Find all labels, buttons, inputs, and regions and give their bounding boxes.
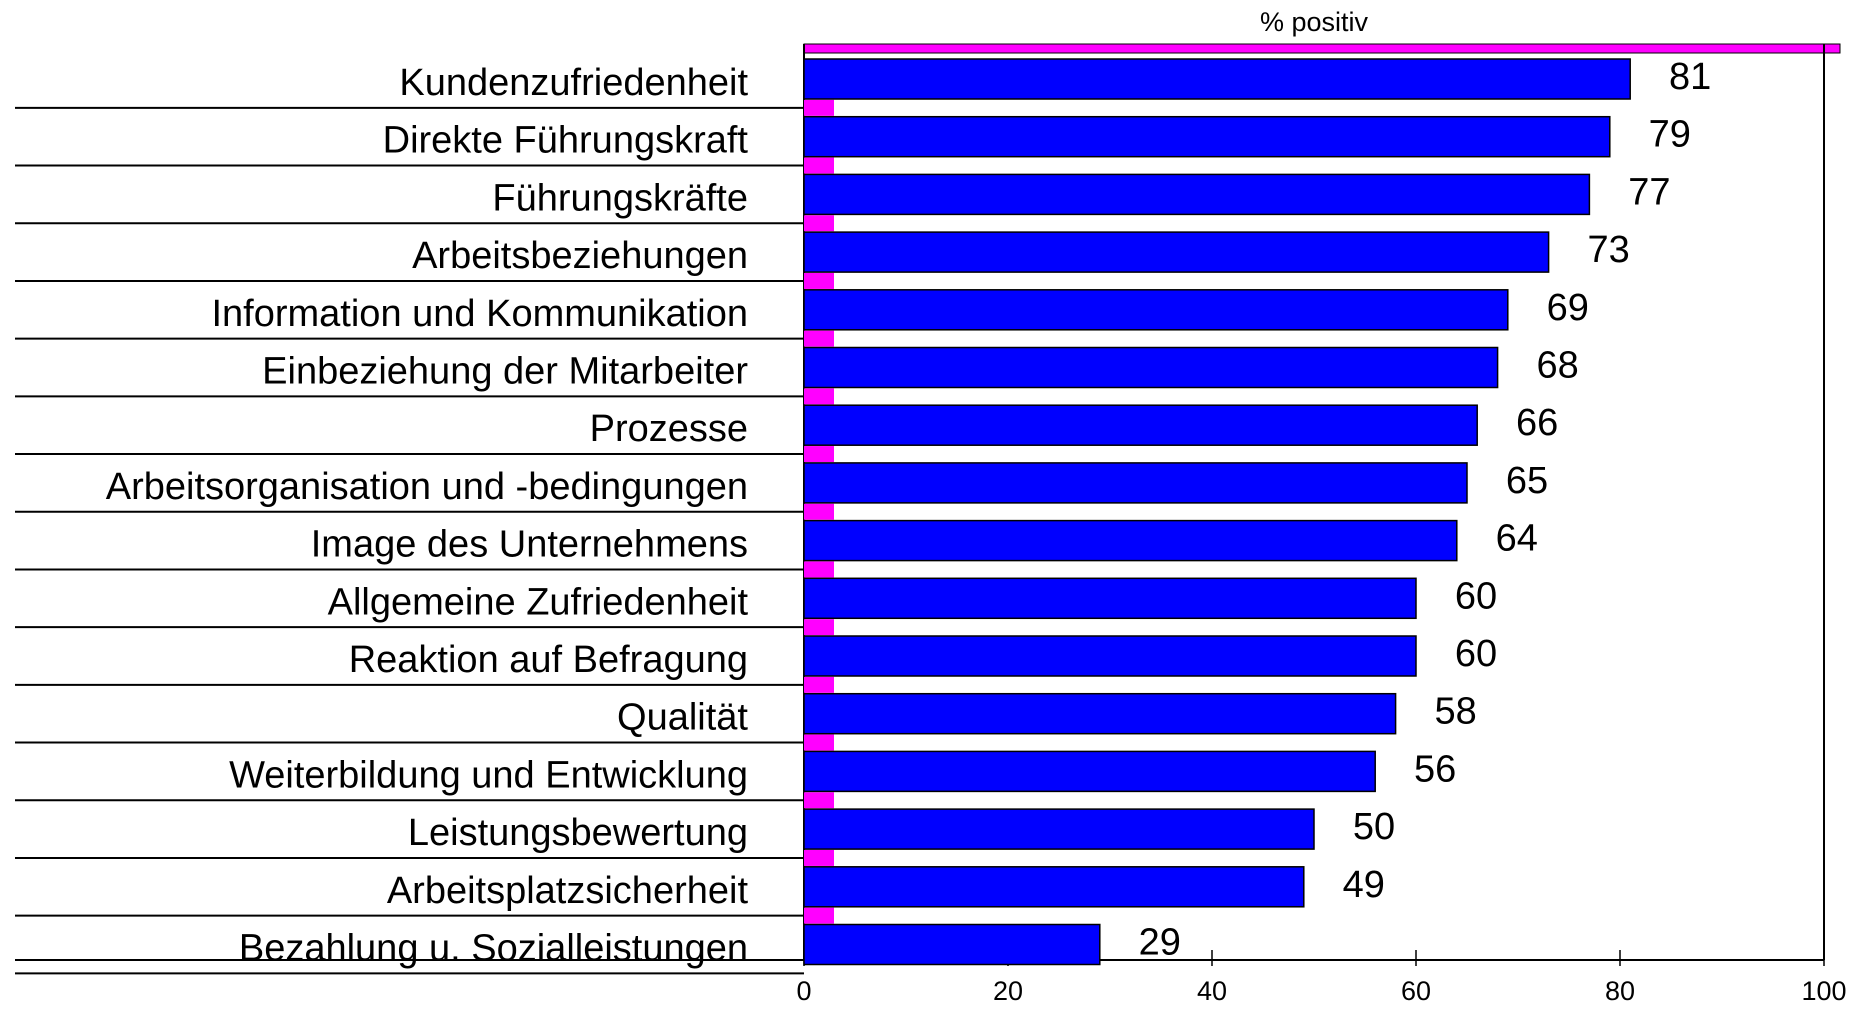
accent-tab xyxy=(804,99,834,116)
value-label: 56 xyxy=(1414,748,1456,790)
bar xyxy=(803,635,1417,677)
category-label: Bezahlung u. Sozialleistungen xyxy=(239,928,748,970)
category-label: Qualität xyxy=(617,697,748,739)
category-label: Direkte Führungskraft xyxy=(383,120,749,162)
accent-tab xyxy=(804,446,834,463)
value-label: 73 xyxy=(1587,229,1629,271)
value-label: 77 xyxy=(1628,171,1670,213)
x-tick-label: 60 xyxy=(1401,976,1431,1006)
bar xyxy=(803,231,1550,273)
category-label: Arbeitsplatzsicherheit xyxy=(387,870,749,912)
axis-title: % positiv xyxy=(1260,7,1369,37)
bar xyxy=(803,115,1611,158)
x-tick-label: 40 xyxy=(1197,976,1227,1006)
accent-tab xyxy=(804,157,834,174)
category-label: Allgemeine Zufriedenheit xyxy=(328,581,749,623)
x-tick-label: 0 xyxy=(796,976,811,1006)
x-tick-label: 100 xyxy=(1801,976,1846,1006)
value-label: 81 xyxy=(1669,56,1711,98)
value-label: 60 xyxy=(1455,633,1497,675)
category-label: Reaktion auf Befragung xyxy=(349,639,748,681)
accent-tab xyxy=(804,272,834,289)
value-label: 58 xyxy=(1434,691,1476,733)
category-label: Prozesse xyxy=(590,408,748,450)
value-label: 79 xyxy=(1649,114,1691,156)
bar xyxy=(803,866,1305,908)
value-label: 60 xyxy=(1455,575,1497,617)
top-bar xyxy=(803,43,1841,54)
accent-tab xyxy=(804,907,834,924)
bar xyxy=(803,289,1509,331)
category-label: Arbeitsbeziehungen xyxy=(412,235,748,277)
value-label: 65 xyxy=(1506,460,1548,502)
bar xyxy=(803,750,1376,793)
value-label: 69 xyxy=(1547,287,1589,329)
bar xyxy=(803,404,1478,446)
value-label: 50 xyxy=(1353,806,1395,848)
bar xyxy=(803,923,1101,966)
category-label: Einbeziehung der Mitarbeiter xyxy=(262,351,748,393)
category-label: Führungskräfte xyxy=(492,177,748,219)
accent-tab xyxy=(804,388,834,405)
bar xyxy=(803,58,1631,100)
bar xyxy=(803,577,1417,620)
value-label: 66 xyxy=(1516,402,1558,444)
value-label: 68 xyxy=(1536,345,1578,387)
value-label: 29 xyxy=(1139,922,1181,964)
category-label: Information und Kommunikation xyxy=(211,293,748,335)
accent-tab xyxy=(804,792,834,809)
bar xyxy=(803,692,1397,735)
category-label: Kundenzufriedenheit xyxy=(399,62,748,104)
accent-tab xyxy=(804,676,834,693)
category-label: Leistungsbewertung xyxy=(408,812,748,854)
accent-tab xyxy=(804,734,834,751)
bar xyxy=(803,173,1591,216)
bar xyxy=(803,519,1458,562)
accent-tab xyxy=(804,849,834,866)
category-label: Weiterbildung und Entwicklung xyxy=(229,754,748,796)
accent-tab xyxy=(804,330,834,347)
x-tick-label: 80 xyxy=(1605,976,1635,1006)
value-label: 49 xyxy=(1343,864,1385,906)
bar xyxy=(803,462,1468,504)
x-tick-label: 20 xyxy=(993,976,1023,1006)
accent-tab xyxy=(804,619,834,636)
category-label: Image des Unternehmens xyxy=(311,524,748,566)
category-label: Arbeitsorganisation und -bedingungen xyxy=(106,466,748,508)
bar xyxy=(803,346,1499,389)
value-label: 64 xyxy=(1496,518,1538,560)
accent-tab xyxy=(804,215,834,232)
bar xyxy=(803,808,1315,850)
accent-tab xyxy=(804,561,834,578)
accent-tab xyxy=(804,503,834,520)
